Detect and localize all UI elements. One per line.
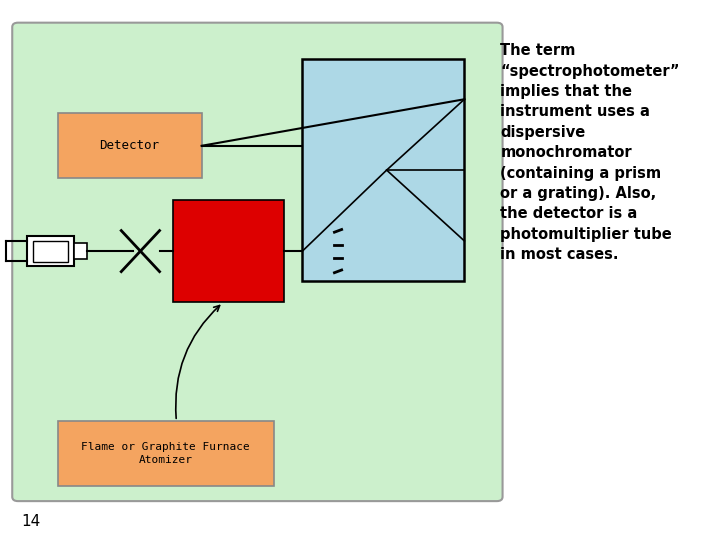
Bar bbox=[302, 59, 464, 281]
Bar bbox=[58, 113, 202, 178]
Bar bbox=[27, 236, 74, 266]
FancyBboxPatch shape bbox=[12, 23, 503, 501]
Bar bbox=[173, 200, 284, 302]
Bar bbox=[33, 240, 68, 261]
Text: The term
“spectrophotometer”
implies that the
instrument uses a
dispersive
monoc: The term “spectrophotometer” implies tha… bbox=[500, 43, 680, 262]
Text: 14: 14 bbox=[22, 514, 41, 529]
Bar bbox=[74, 243, 87, 259]
Text: Flame or Graphite Furnace
Atomizer: Flame or Graphite Furnace Atomizer bbox=[81, 442, 250, 465]
Text: Detector: Detector bbox=[99, 139, 160, 152]
Bar bbox=[58, 421, 274, 486]
